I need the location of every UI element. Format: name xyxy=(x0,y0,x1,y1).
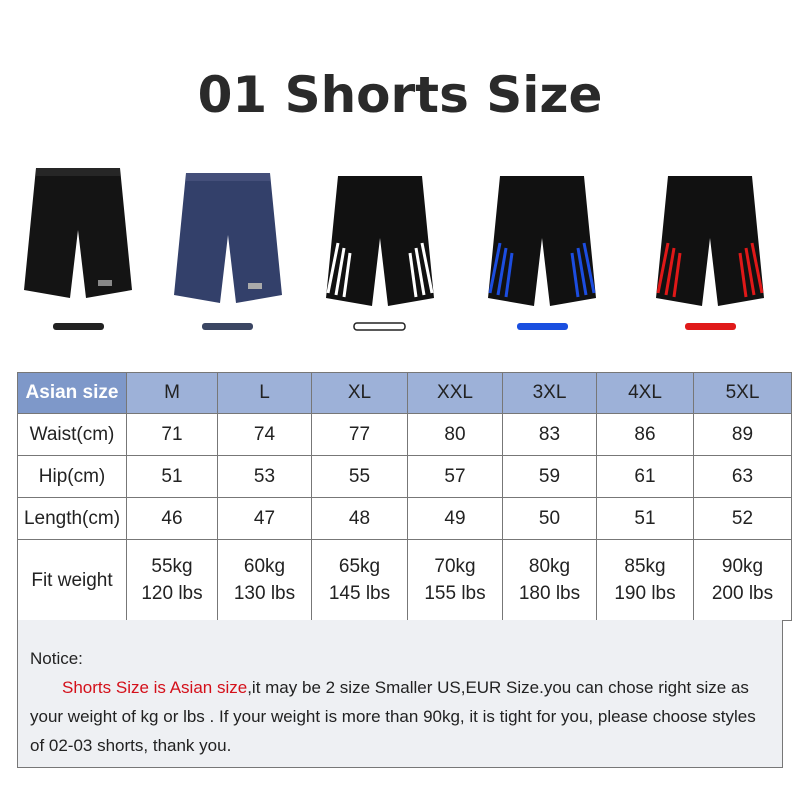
cell-line: 200 lbs xyxy=(711,583,774,604)
cell: 52 xyxy=(693,497,792,540)
shorts-red-stripe xyxy=(656,176,764,306)
cell-line: 65kg xyxy=(338,556,381,577)
row-label: Hip(cm) xyxy=(17,455,127,498)
cell: 47 xyxy=(217,497,312,540)
cell: 83 xyxy=(502,413,597,456)
cell: 60kg 130 lbs xyxy=(217,539,312,621)
cell-line: 190 lbs xyxy=(614,583,676,604)
size-header: L xyxy=(217,372,312,414)
cell: 80 xyxy=(407,413,503,456)
color-bar xyxy=(517,323,568,330)
cell-line: 145 lbs xyxy=(328,583,391,604)
cell-line: 155 lbs xyxy=(424,583,486,604)
cell: 48 xyxy=(311,497,408,540)
shorts-white-stripe xyxy=(326,176,434,306)
cell: 63 xyxy=(693,455,792,498)
color-bar xyxy=(353,322,406,331)
shorts-navy xyxy=(174,173,282,303)
cell-line: 90kg xyxy=(721,556,764,577)
size-header: 4XL xyxy=(596,372,694,414)
cell: 55 xyxy=(311,455,408,498)
shorts-black xyxy=(24,168,132,298)
title: 01 Shorts Size xyxy=(197,66,603,124)
table-row: Waist(cm) 71 74 77 80 83 86 89 xyxy=(17,413,792,456)
size-header: XL xyxy=(311,372,408,414)
notice-text: Shorts Size is Asian size,it may be 2 si… xyxy=(30,673,770,760)
cell-line: 180 lbs xyxy=(518,583,581,604)
notice-highlight: Shorts Size is Asian size xyxy=(62,678,248,697)
table-row: Hip(cm) 51 53 55 57 59 61 63 xyxy=(17,455,792,498)
header-row: Asian size M L XL XXL 3XL 4XL 5XL xyxy=(17,372,792,414)
cell-line: 55kg xyxy=(151,556,193,577)
cell: 85kg 190 lbs xyxy=(596,539,694,621)
cell-line: 60kg xyxy=(243,556,286,577)
cell: 51 xyxy=(596,497,694,540)
size-header: M xyxy=(126,372,218,414)
product-images xyxy=(24,168,764,331)
cell-line: 120 lbs xyxy=(141,583,203,604)
cell: 74 xyxy=(217,413,312,456)
cell: 55kg 120 lbs xyxy=(126,539,218,621)
table-row: Fit weight 55kg 120 lbs 60kg 130 lbs 65kg 145 … xyxy=(17,539,792,621)
notice-body: ,it may be 2 size Smaller US,EUR Size.yo… xyxy=(30,678,756,755)
cell: 49 xyxy=(407,497,503,540)
cell: 46 xyxy=(126,497,218,540)
cell-line: 130 lbs xyxy=(233,583,296,604)
size-header: 5XL xyxy=(693,372,792,414)
cell-line: 70kg xyxy=(434,556,476,577)
cell-line: 85kg xyxy=(624,556,666,577)
cell: 90kg 200 lbs xyxy=(693,539,792,621)
cell: 53 xyxy=(217,455,312,498)
notice: Notice: Shorts Size is Asian size,it may… xyxy=(17,620,783,768)
size-header: 3XL xyxy=(502,372,597,414)
cell: 89 xyxy=(693,413,792,456)
cell: 80kg 180 lbs xyxy=(502,539,597,621)
row-label: Fit weight xyxy=(17,539,127,621)
cell: 50 xyxy=(502,497,597,540)
color-bar xyxy=(685,323,736,330)
cell: 65kg 145 lbs xyxy=(311,539,408,621)
cell: 59 xyxy=(502,455,597,498)
row-label: Length(cm) xyxy=(17,497,127,540)
cell: 77 xyxy=(311,413,408,456)
cell: 57 xyxy=(407,455,503,498)
size-header: XXL xyxy=(407,372,503,414)
table-row: Length(cm) 46 47 48 49 50 51 52 xyxy=(17,497,792,540)
cell: 71 xyxy=(126,413,218,456)
corner-header: Asian size xyxy=(17,372,127,414)
cell: 51 xyxy=(126,455,218,498)
color-bar xyxy=(202,323,253,330)
row-label: Waist(cm) xyxy=(17,413,127,456)
shorts-blue-stripe xyxy=(488,176,596,306)
cell-line: 80kg xyxy=(528,556,571,577)
cell: 61 xyxy=(596,455,694,498)
size-table: Asian size M L XL XXL 3XL 4XL 5XL Waist(cm) 71 74 7… xyxy=(17,372,792,621)
cell: 70kg 155 lbs xyxy=(407,539,503,621)
color-bar xyxy=(53,323,104,330)
notice-label: Notice: xyxy=(30,649,83,668)
cell: 86 xyxy=(596,413,694,456)
